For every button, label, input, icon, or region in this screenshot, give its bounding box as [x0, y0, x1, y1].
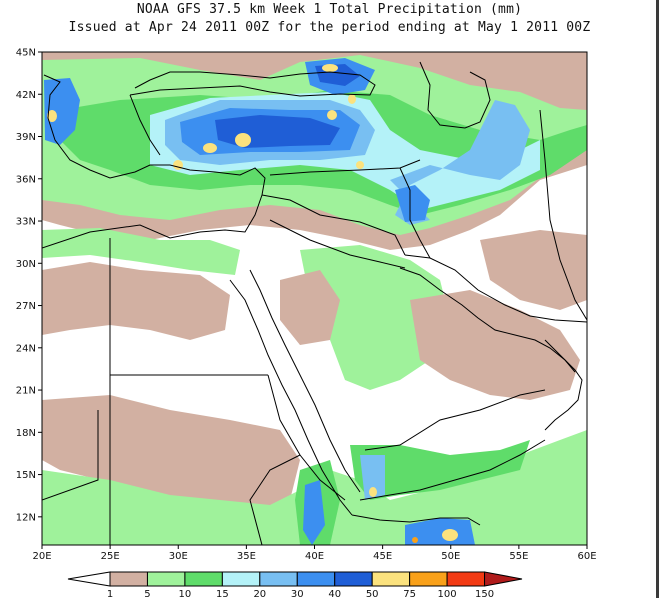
- legend-swatch: [109, 571, 148, 587]
- legend-swatch: [334, 571, 373, 587]
- lat-tick-label: 36N: [16, 174, 36, 185]
- lon-tick-label: 20E: [32, 551, 51, 562]
- gulf-of-aden: [359, 439, 546, 501]
- border-iraq-iran: [399, 167, 431, 259]
- precip-max-yemen: [369, 487, 377, 497]
- precipitation-legend: 1 5 10 15 20 30 40 50 75 100 150: [67, 571, 523, 598]
- legend-swatch: [259, 571, 298, 587]
- legend-label: 50: [366, 589, 379, 598]
- latitude-axis: 45N 42N 39N 36N 33N 30N 27N 24N 21N 18N 15N 12N: [16, 48, 42, 523]
- lat-tick-label: 42N: [16, 90, 36, 101]
- lat-tick-label: 12N: [16, 512, 36, 523]
- lon-tick-label: 55E: [509, 551, 528, 562]
- lon-tick-label: 40E: [305, 551, 324, 562]
- longitude-axis: 20E 25E 30E 35E 40E 45E 50E 55E 60E: [32, 545, 597, 562]
- legend-label: 15: [216, 589, 229, 598]
- precip-region-arabia-lightgreen: [300, 245, 450, 390]
- precip-max-somalia-orange: [412, 537, 418, 543]
- precip-region-iran-blue: [390, 100, 530, 225]
- map-title-line2: Issued at Apr 24 2011 00Z for the period…: [68, 20, 591, 35]
- border-levant: [261, 194, 406, 256]
- lat-tick-label: 21N: [16, 386, 36, 397]
- legend-label: 40: [328, 589, 341, 598]
- precip-max-somalia: [442, 529, 458, 541]
- lat-tick-label: 39N: [16, 132, 36, 143]
- precip-region-east-tan: [480, 230, 587, 310]
- legend-label: 10: [179, 589, 192, 598]
- border-turkey-north: [129, 94, 161, 156]
- precip-max-turkey-4: [327, 110, 337, 120]
- oman-coast: [544, 339, 583, 431]
- lat-tick-label: 45N: [16, 48, 36, 59]
- border-turkey-syria: [269, 159, 421, 176]
- red-sea-west: [229, 279, 353, 516]
- map-title-line1: NOAA GFS 37.5 km Week 1 Total Precipitat…: [136, 2, 523, 17]
- border-saudi-yemen: [364, 389, 546, 451]
- legend-label: 30: [291, 589, 304, 598]
- precip-region-africa-tan: [42, 262, 230, 340]
- lon-tick-label: 35E: [237, 551, 256, 562]
- legend-label: 1: [107, 589, 113, 598]
- legend-swatch: [296, 571, 336, 587]
- precip-max-caucasus: [322, 64, 338, 72]
- window-edge: [656, 0, 659, 598]
- red-sea-east: [249, 269, 361, 493]
- lat-tick-label: 24N: [16, 343, 36, 354]
- lon-tick-label: 30E: [169, 551, 188, 562]
- border-iran-afghan: [539, 109, 587, 321]
- precip-max-west: [47, 110, 57, 122]
- legend-swatch: [371, 571, 411, 587]
- legend-low-arrow: [67, 571, 111, 587]
- precip-max-turkey-5: [356, 161, 364, 169]
- med-coast: [42, 74, 266, 249]
- lon-tick-label: 45E: [373, 551, 392, 562]
- legend-swatch: [146, 571, 186, 587]
- lon-tick-label: 25E: [101, 551, 120, 562]
- caspian-coast: [419, 61, 491, 129]
- lon-tick-label: 60E: [577, 551, 596, 562]
- lat-tick-label: 30N: [16, 259, 36, 270]
- precip-region-arabia-tan-south: [410, 290, 580, 400]
- legend-swatch: [446, 571, 486, 587]
- lat-tick-label: 15N: [16, 470, 36, 481]
- lat-tick-label: 33N: [16, 217, 36, 228]
- precip-region-africa-lightgreen: [42, 228, 240, 275]
- precip-region-yemen-cyan: [360, 455, 385, 500]
- precip-region-iran-darkblue: [395, 185, 430, 222]
- precip-region-yemen-green: [350, 440, 530, 500]
- black-sea-coast: [129, 71, 376, 97]
- precip-max-caucasus-2: [348, 94, 356, 104]
- somali-coast: [351, 514, 481, 526]
- precip-region-west-blue: [44, 78, 80, 145]
- persian-gulf: [399, 267, 576, 373]
- legend-swatch: [409, 571, 448, 587]
- precip-region-somalia-blue: [405, 518, 475, 545]
- legend-label: 150: [475, 589, 494, 598]
- lon-tick-label: 50E: [441, 551, 460, 562]
- lat-tick-label: 27N: [16, 301, 36, 312]
- legend-label: 100: [438, 589, 457, 598]
- legend-swatch: [221, 571, 261, 587]
- precip-max-turkey-2: [203, 143, 217, 153]
- legend-swatch: [184, 571, 223, 587]
- coastlines-borders: [42, 61, 587, 545]
- precip-region-arabia-tan: [280, 270, 340, 345]
- precip-region-ethiopia-blue: [303, 480, 325, 545]
- legend-label: 75: [403, 589, 416, 598]
- precip-max-turkey-3: [173, 160, 183, 170]
- legend-label: 20: [253, 589, 266, 598]
- border-sudan-chad: [42, 410, 99, 501]
- border-ethiopia: [249, 454, 301, 545]
- border-saudi-jordan: [269, 219, 406, 269]
- legend-high-arrow: [484, 571, 523, 587]
- precip-region-sahel-tan: [42, 395, 300, 515]
- precipitation-field: [42, 52, 587, 545]
- lat-tick-label: 18N: [16, 428, 36, 439]
- precip-max-turkey-1: [235, 133, 251, 147]
- legend-label: 5: [144, 589, 150, 598]
- iran-coast: [404, 254, 587, 323]
